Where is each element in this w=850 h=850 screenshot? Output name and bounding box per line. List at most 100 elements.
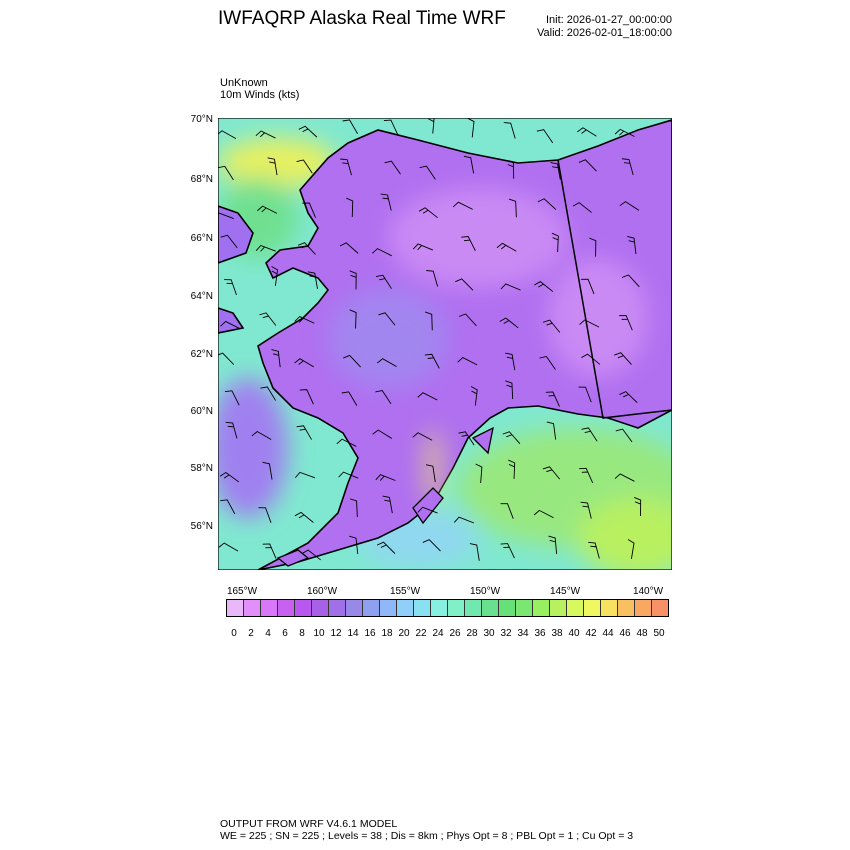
wind-barb (572, 202, 592, 213)
wind-barb (225, 421, 238, 439)
wind-barb (417, 506, 438, 514)
wind-barb (424, 311, 433, 331)
colorbar-label: 18 (381, 628, 393, 639)
wind-barb (581, 427, 598, 442)
colorbar-label: 12 (330, 628, 342, 639)
wind-map (218, 118, 672, 570)
lon-label: 145°W (549, 586, 581, 597)
colorbar-swatch (363, 600, 380, 616)
wind-barb (262, 543, 277, 559)
wind-barb (499, 317, 519, 329)
wind-barb (581, 353, 601, 365)
wind-barb (383, 119, 399, 135)
wind-barb (422, 539, 441, 552)
wind-barb (417, 392, 438, 401)
wind-barb (546, 421, 557, 440)
wind-barb (545, 391, 560, 407)
lat-label: 62°N (190, 349, 213, 360)
wind-barb (340, 158, 352, 176)
wind-barb (627, 539, 635, 559)
wind-barb (428, 118, 435, 134)
init-time: Init: 2026-01-27_00:00:00 (546, 14, 672, 26)
wind-barb (452, 201, 473, 210)
wind-barb (412, 432, 433, 441)
wind-barb (580, 501, 592, 519)
wind-barb (500, 503, 514, 519)
wind-barb (296, 425, 312, 440)
lon-label: 160°W (306, 586, 338, 597)
wind-barb (218, 212, 234, 219)
wind-barb (349, 535, 359, 555)
wind-barb (508, 198, 517, 218)
colorbar-swatch (261, 600, 278, 616)
wind-barb (548, 535, 558, 554)
wind-barb (255, 244, 276, 252)
colorbar-label: 46 (619, 628, 631, 639)
wind-barb (579, 467, 594, 484)
wind-barb (220, 499, 236, 515)
colorbar-swatch (482, 600, 499, 616)
wind-barb (614, 128, 635, 137)
wind-barb (418, 207, 438, 219)
lat-label: 56°N (190, 521, 213, 532)
wind-barb (220, 320, 241, 330)
colorbar-swatch (278, 600, 295, 616)
colorbar-swatch (567, 600, 584, 616)
lon-label: 165°W (226, 586, 258, 597)
colorbar-label: 28 (466, 628, 478, 639)
wind-barb (371, 248, 392, 257)
colorbar-swatch (448, 600, 465, 616)
wind-barb (349, 498, 358, 517)
wind-barb (349, 309, 357, 329)
colorbar-swatch (618, 600, 635, 616)
canada-border (557, 159, 672, 419)
wind-barb (380, 193, 392, 211)
wind-barb (496, 242, 517, 252)
islands (276, 426, 494, 567)
lon-label: 150°W (469, 586, 501, 597)
field-description: 10m Winds (kts) (220, 89, 300, 101)
wind-barb (224, 390, 240, 406)
wind-barb (294, 511, 314, 523)
wind-barb (469, 543, 480, 561)
wind-barb (621, 274, 640, 288)
colorbar-label: 24 (432, 628, 444, 639)
field-label: UnKnown 10m Winds (kts) (220, 77, 299, 101)
wind-barb (219, 471, 240, 483)
wind-barb (349, 270, 357, 290)
wind-barb (537, 198, 557, 210)
colorbar-label: 4 (265, 628, 271, 639)
wind-barb (224, 279, 237, 296)
wind-barb (376, 541, 396, 554)
wind-barb (614, 473, 635, 482)
wind-barb (342, 354, 361, 368)
wind-barb (539, 355, 556, 370)
wind-barb (342, 119, 358, 134)
colorbar (226, 599, 669, 617)
wind-barb (463, 155, 475, 174)
wind-barb (346, 197, 354, 217)
colorbar-swatch (346, 600, 363, 616)
colorbar-swatch (397, 600, 414, 616)
wind-barb (294, 358, 314, 368)
wind-barbs (218, 118, 642, 561)
valid-time: Valid: 2026-02-01_18:00:00 (537, 27, 672, 39)
colorbar-label: 2 (248, 628, 254, 639)
wind-barb (375, 389, 392, 405)
wind-barb (505, 352, 516, 371)
wind-barb (218, 165, 234, 181)
wind-barb (424, 353, 440, 369)
model-info: OUTPUT FROM WRF V4.6.1 MODEL WE = 225 ; … (220, 818, 633, 842)
wind-barb (218, 542, 239, 552)
wind-barb (258, 507, 272, 523)
wind-barb (458, 431, 475, 446)
lat-label: 60°N (190, 406, 213, 417)
wind-barb (298, 125, 318, 138)
wind-barb (376, 358, 397, 368)
wind-barb (577, 127, 597, 137)
wind-barb (339, 242, 359, 254)
wind-barb (271, 349, 281, 368)
wind-barb (588, 541, 600, 559)
wind-barb (536, 129, 554, 144)
colorbar-swatch (295, 600, 312, 616)
